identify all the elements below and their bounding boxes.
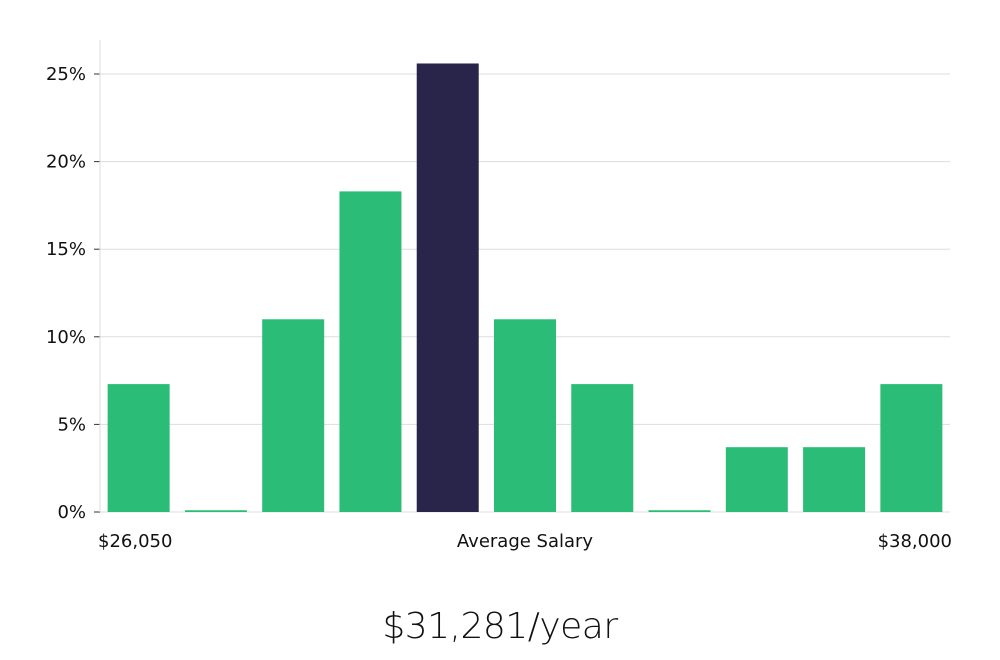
bar [725,447,788,512]
bar-average [416,63,479,512]
bar [184,510,247,512]
bar [262,319,325,512]
y-tick-label: 5% [57,414,86,435]
x-right-label: $38,000 [878,531,952,552]
x-left-label: $26,050 [98,531,172,552]
y-tick-label: 0% [57,502,86,523]
bar [571,384,634,512]
y-tick-label: 20% [46,152,86,173]
bars [107,63,943,512]
bar [339,191,402,512]
x-center-label: Average Salary [457,531,594,552]
bar [494,319,556,512]
bar [648,510,711,512]
y-tick-label: 15% [46,239,86,260]
bar [880,384,943,512]
salary-histogram: 0%5%10%15%20%25% $26,050 Average Salary … [46,40,952,552]
average-salary: $31,281/year [382,606,618,647]
y-tick-label: 25% [46,64,86,85]
bar [107,384,170,512]
y-axis-ticks: 0% 5% 10% 15% 20% 25% [46,64,100,523]
bar [803,447,866,512]
y-tick-label: 10% [46,327,86,348]
